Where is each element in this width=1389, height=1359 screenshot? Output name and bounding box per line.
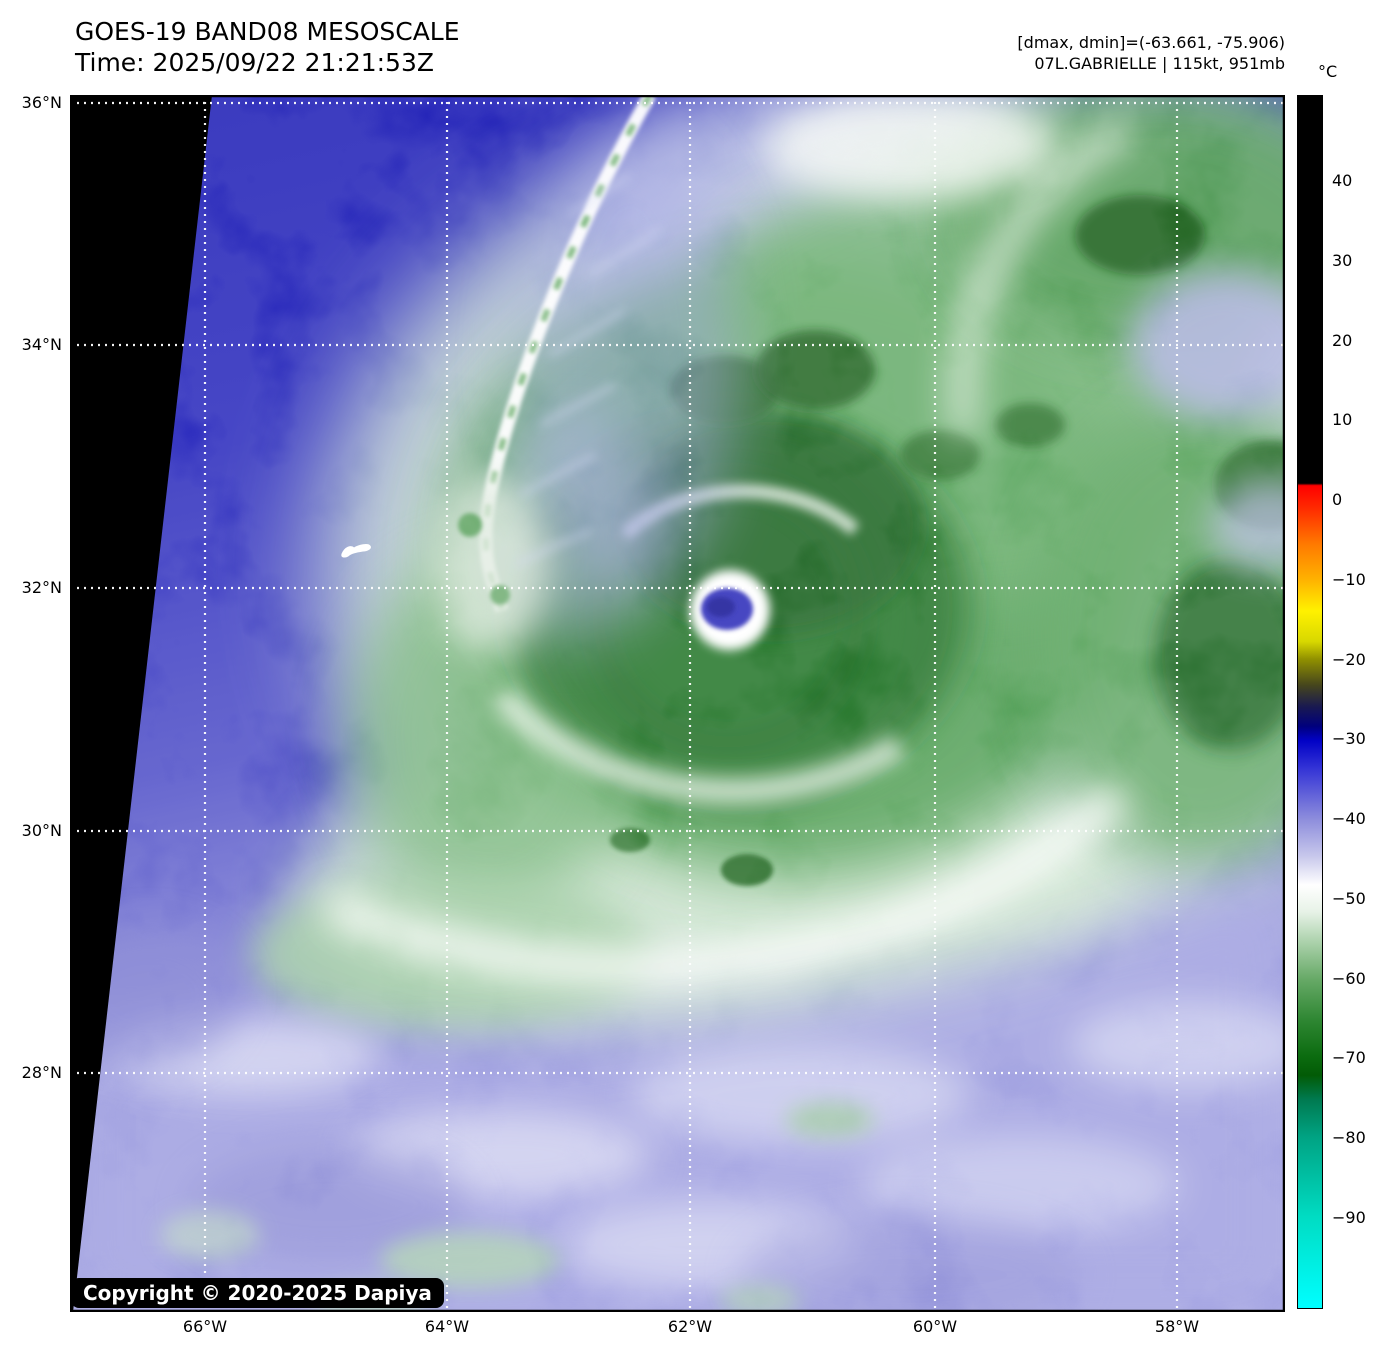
colorbar-tick-label: −50 xyxy=(1332,888,1366,908)
lon-tick-label: 62°W xyxy=(667,1317,713,1336)
colorbar-tick-label: −80 xyxy=(1332,1128,1366,1147)
colorbar-tick-label: −60 xyxy=(1332,968,1366,988)
colorbar-tick-label: 20 xyxy=(1332,330,1353,350)
lat-tick-label: 36°N xyxy=(21,93,62,112)
cloud-texture-overlay xyxy=(70,95,1285,1312)
lat-tick-label: 34°N xyxy=(21,335,62,354)
lat-tick-label: 32°N xyxy=(21,578,62,597)
no-data-wedge xyxy=(70,95,212,1312)
colorbar-tick-label: −30 xyxy=(1332,729,1366,749)
figure-title: GOES-19 BAND08 MESOSCALE xyxy=(75,17,460,46)
plot-frame xyxy=(70,95,1285,1312)
colorbar-unit-label: °C xyxy=(1318,62,1338,81)
lon-tick-label: 58°W xyxy=(1154,1317,1200,1336)
storm-info-block: [dmax, dmin]=(-63.661, -75.906) 07L.GABR… xyxy=(885,32,1285,74)
colorbar-tick-label: −10 xyxy=(1332,569,1366,589)
copyright-badge: Copyright © 2020-2025 Dapiya xyxy=(71,1278,444,1308)
figure-timestamp: Time: 2025/09/22 21:21:53Z xyxy=(75,48,434,77)
colorbar-tick-label: 10 xyxy=(1332,410,1353,430)
storm-name-intensity-readout: 07L.GABRIELLE | 115kt, 951mb xyxy=(1034,54,1285,73)
lat-tick-label: 30°N xyxy=(21,821,62,840)
dmax-dmin-readout: [dmax, dmin]=(-63.661, -75.906) xyxy=(1017,33,1285,52)
colorbar-tick-label: 30 xyxy=(1332,250,1353,270)
lon-tick-label: 64°W xyxy=(424,1317,470,1336)
lat-tick-label: 28°N xyxy=(21,1063,62,1082)
colorbar-tick-label: 40 xyxy=(1332,171,1353,190)
lon-tick-label: 66°W xyxy=(182,1317,228,1336)
colorbar-tick-label: 0 xyxy=(1332,490,1343,509)
colorbar xyxy=(1297,95,1323,1309)
satellite-map xyxy=(70,95,1285,1312)
colorbar-tick-label: −90 xyxy=(1332,1207,1366,1227)
lon-tick-label: 60°W xyxy=(912,1317,958,1336)
bermuda-island xyxy=(341,544,371,558)
colorbar-tick-label: −20 xyxy=(1332,649,1366,669)
figure-header: GOES-19 BAND08 MESOSCALE Time: 2025/09/2… xyxy=(75,16,460,78)
hurricane-eye xyxy=(690,570,770,650)
colorbar-tick-label: −70 xyxy=(1332,1048,1366,1068)
colorbar-tick-label: −40 xyxy=(1332,809,1366,828)
